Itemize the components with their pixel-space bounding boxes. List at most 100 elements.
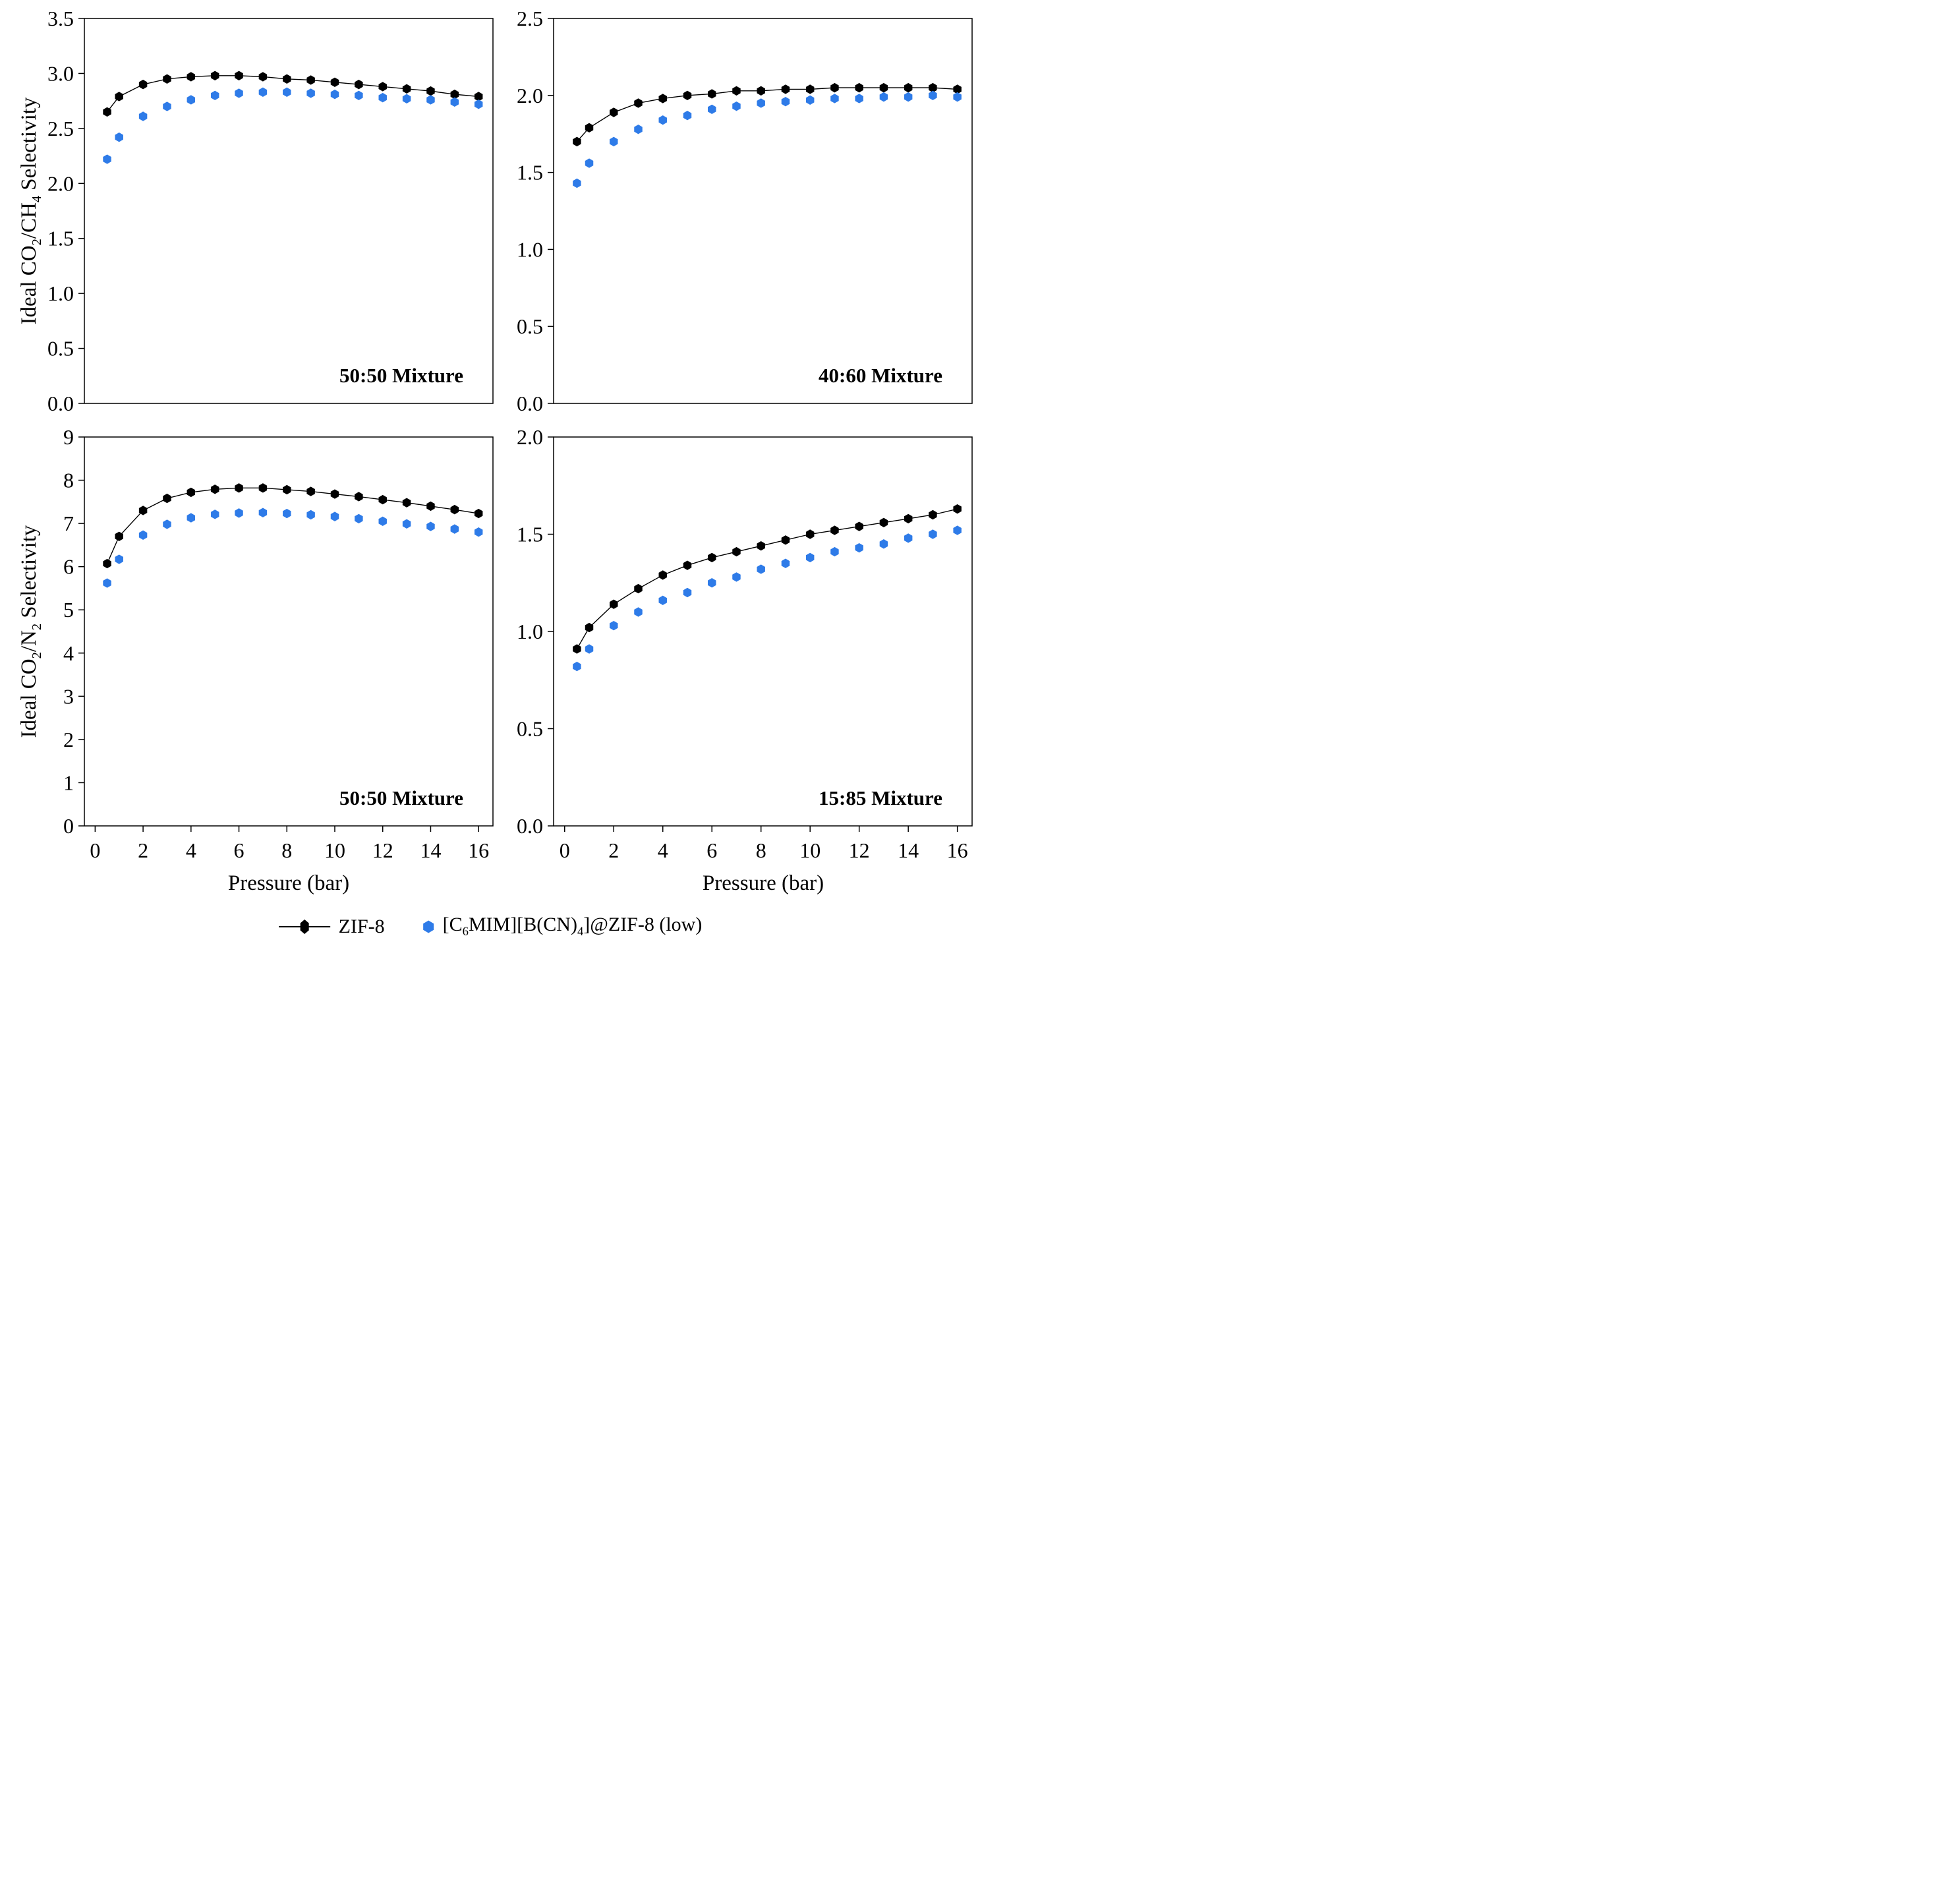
chart-co2-n2-15-85: 0.0 0.5 1.0 1.5 2.0 0 2 4 6 8 10 12 14 16 15:85 Mixtur… — [517, 425, 973, 862]
data-point-marker — [138, 111, 148, 121]
x-tick-label: 14 — [898, 838, 919, 862]
y-tick-label: 1.0 — [47, 281, 74, 305]
data-point-marker — [355, 90, 363, 100]
x-tick-label: 2 — [138, 838, 148, 862]
legend-item-zif8: ZIF-8 — [278, 916, 385, 938]
figure-page: 0.0 0.5 1.0 1.5 2.0 2.5 3.0 3.5 50:50 Mixture 0.0… — [0, 0, 980, 948]
data-point-marker — [707, 578, 716, 588]
y-axis-title-co2-ch4-selectivity: Ideal CO2/CH4 Selectivity — [17, 97, 44, 325]
data-point-marker — [585, 123, 594, 133]
data-point-marker — [235, 483, 243, 493]
data-point-marker — [187, 513, 196, 523]
y-tick-label: 0.0 — [517, 392, 543, 415]
data-point-marker — [402, 519, 411, 529]
data-point-marker — [306, 75, 315, 85]
data-point-marker — [610, 136, 618, 147]
data-point-marker — [258, 87, 268, 97]
data-point-marker — [426, 95, 435, 105]
data-point-marker — [355, 79, 363, 90]
data-point-marker — [781, 535, 790, 545]
data-point-marker — [258, 483, 268, 493]
data-point-marker — [610, 107, 618, 117]
data-point-marker — [474, 99, 483, 109]
series-line — [106, 75, 479, 113]
data-point-marker — [474, 92, 483, 102]
y-axis-title-co2-n2-selectivity: Ideal CO2/N2 Selectivity — [17, 525, 44, 738]
series-zif8 — [573, 504, 962, 654]
data-point-marker — [757, 86, 765, 96]
data-point-marker — [163, 519, 171, 529]
mixture-label: 50:50 Mixture — [339, 786, 463, 809]
data-point-marker — [573, 644, 581, 654]
x-tick-label: 8 — [756, 838, 766, 862]
series-il — [573, 90, 962, 189]
data-point-marker — [732, 86, 741, 96]
data-point-marker — [426, 86, 435, 96]
y-tick-label: 2.0 — [47, 171, 74, 195]
data-point-marker — [283, 508, 291, 519]
series-il — [103, 508, 483, 588]
x-tick-label: 14 — [420, 838, 441, 862]
y-tick-label: 3 — [63, 684, 74, 708]
x-tick-label: 4 — [658, 838, 668, 862]
data-point-marker — [573, 178, 581, 189]
data-point-marker — [683, 90, 692, 100]
data-point-marker — [330, 89, 339, 100]
chart-co2-ch4-40-60: 0.0 0.5 1.0 1.5 2.0 2.5 40:60 Mixture — [517, 7, 973, 415]
x-tick-label: 16 — [947, 838, 968, 862]
data-point-marker — [929, 90, 937, 100]
data-point-marker — [103, 578, 111, 588]
data-point-marker — [115, 92, 123, 102]
data-point-marker — [585, 158, 594, 168]
data-point-marker — [426, 501, 435, 511]
data-point-marker — [683, 560, 692, 570]
data-point-marker — [138, 79, 148, 90]
data-point-marker — [757, 541, 765, 551]
data-point-marker — [781, 96, 790, 107]
mixture-label: 50:50 Mixture — [339, 364, 463, 387]
data-point-marker — [585, 644, 594, 654]
y-tick-label: 2.5 — [517, 7, 543, 30]
data-point-marker — [634, 98, 643, 108]
data-point-marker — [879, 82, 888, 93]
data-point-marker — [306, 88, 315, 98]
x-tick-label: 2 — [608, 838, 619, 862]
data-point-marker — [163, 102, 171, 111]
data-point-marker — [830, 546, 839, 557]
data-point-marker — [187, 72, 196, 82]
y-tick-label: 1.5 — [517, 523, 543, 546]
data-point-marker — [658, 595, 667, 605]
data-point-marker — [103, 107, 111, 117]
data-point-marker — [115, 554, 123, 564]
data-point-marker — [378, 494, 387, 505]
data-point-marker — [330, 511, 339, 521]
plot-border — [84, 436, 494, 827]
data-point-marker — [805, 529, 815, 539]
x-tick-label: 4 — [186, 838, 196, 862]
data-point-marker — [805, 552, 815, 563]
data-point-marker — [805, 95, 815, 105]
y-tick-label: 0.5 — [517, 314, 543, 338]
y-tick-label: 1.5 — [517, 161, 543, 185]
x-tick-label: 10 — [324, 838, 345, 862]
data-point-marker — [450, 504, 459, 515]
y-tick-label: 3.5 — [47, 7, 74, 30]
data-point-marker — [732, 101, 741, 111]
data-point-marker — [402, 498, 411, 508]
data-point-marker — [953, 504, 962, 514]
series-il — [103, 87, 483, 164]
data-point-marker — [235, 508, 243, 518]
data-point-marker — [450, 89, 459, 100]
data-point-marker — [781, 84, 790, 94]
il-series-marker-icon — [422, 920, 434, 933]
data-point-marker — [103, 154, 111, 164]
data-point-marker — [683, 587, 692, 598]
data-point-marker — [283, 87, 291, 97]
data-point-marker — [904, 533, 913, 543]
series-zif8 — [103, 71, 483, 117]
x-tick-label: 12 — [372, 838, 393, 862]
data-point-marker — [210, 90, 219, 100]
x-tick-label: 10 — [799, 838, 821, 862]
legend-label-ionic-liquid: [C6MIM][B(CN)4]@ZIF-8 (low) — [442, 914, 703, 939]
data-point-marker — [953, 92, 962, 102]
